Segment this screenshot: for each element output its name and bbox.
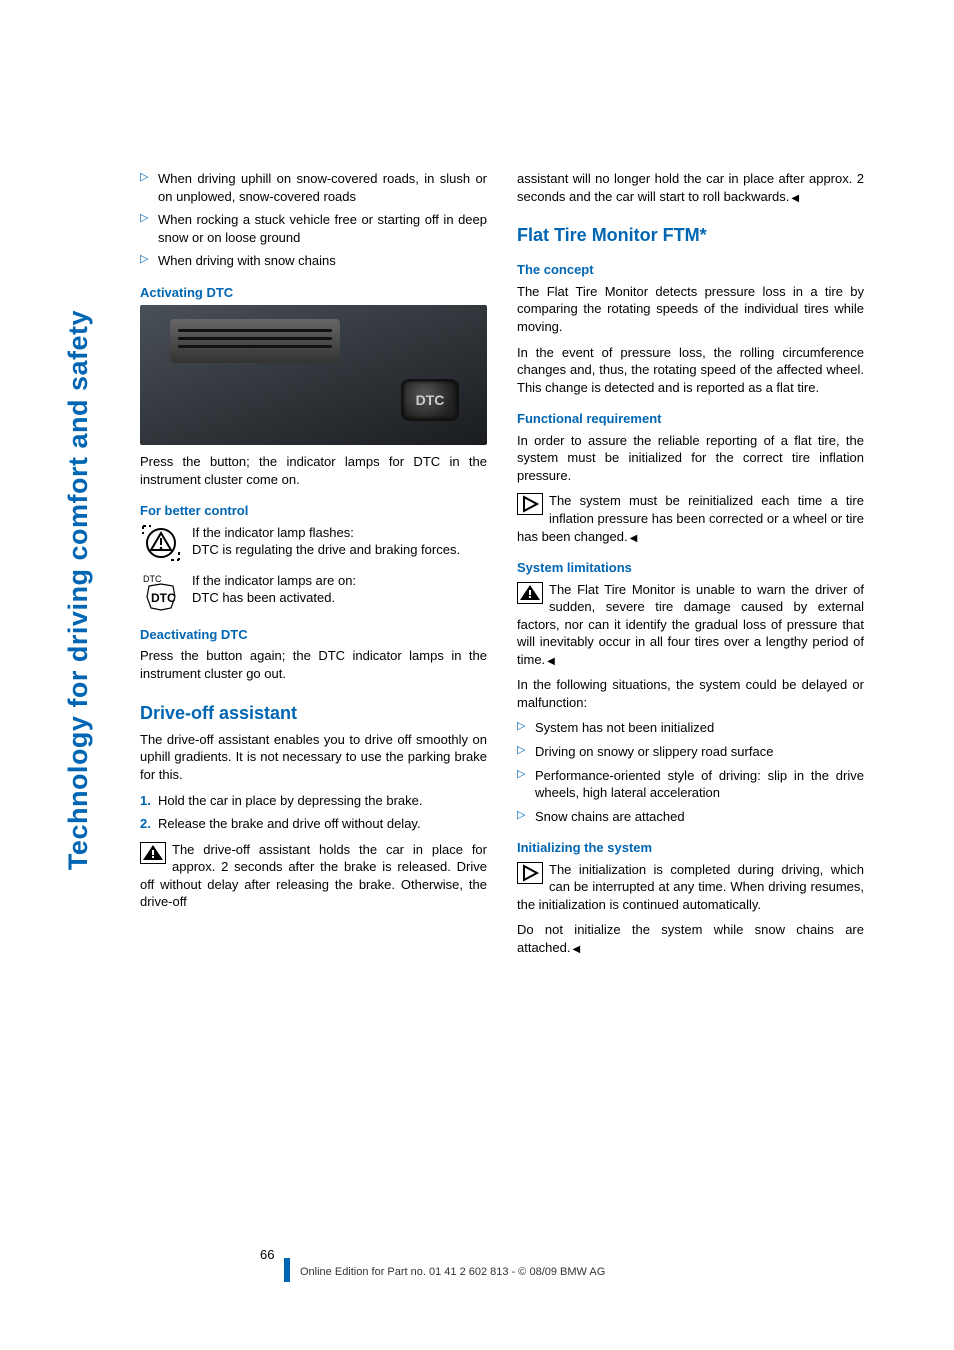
- heading-activating-dtc: Activating DTC: [140, 284, 487, 302]
- indicator-flashing-l2: DTC is regulating the drive and braking …: [192, 541, 487, 559]
- deactivating-body: Press the button again; the DTC indicato…: [140, 647, 487, 682]
- functional-p1: In order to assure the reliable reportin…: [517, 432, 864, 485]
- heading-concept: The concept: [517, 261, 864, 279]
- limitations-list: System has not been initialized Driving …: [517, 719, 864, 825]
- drive-off-warning: The drive-off assistant holds the car in…: [140, 841, 487, 911]
- functional-note: The system must be reinitialized each ti…: [517, 492, 864, 545]
- list-item: When driving uphill on snow-covered road…: [140, 170, 487, 205]
- heading-limitations: System limitations: [517, 559, 864, 577]
- list-item: Snow chains are attached: [517, 808, 864, 826]
- heading-deactivating-dtc: Deactivating DTC: [140, 626, 487, 644]
- heading-ftm: Flat Tire Monitor FTM*: [517, 223, 864, 247]
- heading-better-control: For better control: [140, 502, 487, 520]
- list-item: Release the brake and drive off without …: [140, 815, 487, 833]
- concept-p1: The Flat Tire Monitor detects pressure l…: [517, 283, 864, 336]
- dtc-lamp-icon: DTC DTC: [140, 572, 182, 612]
- list-item: Performance-oriented style of driving: s…: [517, 767, 864, 802]
- initializing-note: The initialization is completed during d…: [517, 861, 864, 914]
- page-number-bar: [284, 1258, 290, 1282]
- dtc-button-label: DTC: [403, 381, 457, 419]
- triangle-warning-icon: [140, 524, 182, 562]
- indicator-on-l2: DTC has been activated.: [192, 589, 487, 607]
- drive-off-steps: Hold the car in place by depressing the …: [140, 792, 487, 833]
- list-item: System has not been initialized: [517, 719, 864, 737]
- right-column: assistant will no longer hold the car in…: [517, 170, 864, 964]
- indicator-flashing-row: If the indicator lamp flashes: DTC is re…: [140, 524, 487, 562]
- list-item: Driving on snowy or slippery road surfac…: [517, 743, 864, 761]
- heading-drive-off: Drive-off assistant: [140, 701, 487, 725]
- page-number: 66: [260, 1246, 274, 1264]
- list-item: Hold the car in place by depressing the …: [140, 792, 487, 810]
- svg-text:DTC: DTC: [143, 574, 162, 584]
- drive-off-warning-text: The drive-off assistant holds the car in…: [140, 842, 487, 910]
- limitations-intro: In the following situations, the system …: [517, 676, 864, 711]
- list-item: When driving with snow chains: [140, 252, 487, 270]
- functional-note-text: The system must be reinitialized each ti…: [517, 493, 864, 543]
- activating-caption: Press the button; the indicator lamps fo…: [140, 453, 487, 488]
- left-column: When driving uphill on snow-covered road…: [140, 170, 487, 964]
- heading-initializing: Initializing the system: [517, 839, 864, 857]
- svg-text:DTC: DTC: [151, 591, 176, 605]
- drive-off-intro: The drive-off assistant enables you to d…: [140, 731, 487, 784]
- footer-text: Online Edition for Part no. 01 41 2 602 …: [300, 1265, 605, 1280]
- content-columns: When driving uphill on snow-covered road…: [140, 170, 864, 964]
- initializing-p2: Do not initialize the system while snow …: [517, 921, 864, 956]
- dtc-usage-list: When driving uphill on snow-covered road…: [140, 170, 487, 270]
- initializing-note-text: The initialization is completed during d…: [517, 862, 864, 912]
- drive-off-cont: assistant will no longer hold the car in…: [517, 170, 864, 205]
- indicator-on-l1: If the indicator lamps are on:: [192, 572, 487, 590]
- side-tab-text: Technology for driving comfort and safet…: [60, 310, 96, 870]
- side-tab: Technology for driving comfort and safet…: [60, 170, 96, 870]
- page: Technology for driving comfort and safet…: [0, 0, 954, 1350]
- dtc-button-figure: DTC: [140, 305, 487, 445]
- concept-p2: In the event of pressure loss, the rolli…: [517, 344, 864, 397]
- list-item: When rocking a stuck vehicle free or sta…: [140, 211, 487, 246]
- indicator-on-row: DTC DTC If the indicator lamps are on: D…: [140, 572, 487, 612]
- indicator-flashing-l1: If the indicator lamp flashes:: [192, 524, 487, 542]
- limitations-warning-text: The Flat Tire Monitor is unable to warn …: [517, 582, 864, 667]
- limitations-warning: The Flat Tire Monitor is unable to warn …: [517, 581, 864, 669]
- heading-functional-req: Functional requirement: [517, 410, 864, 428]
